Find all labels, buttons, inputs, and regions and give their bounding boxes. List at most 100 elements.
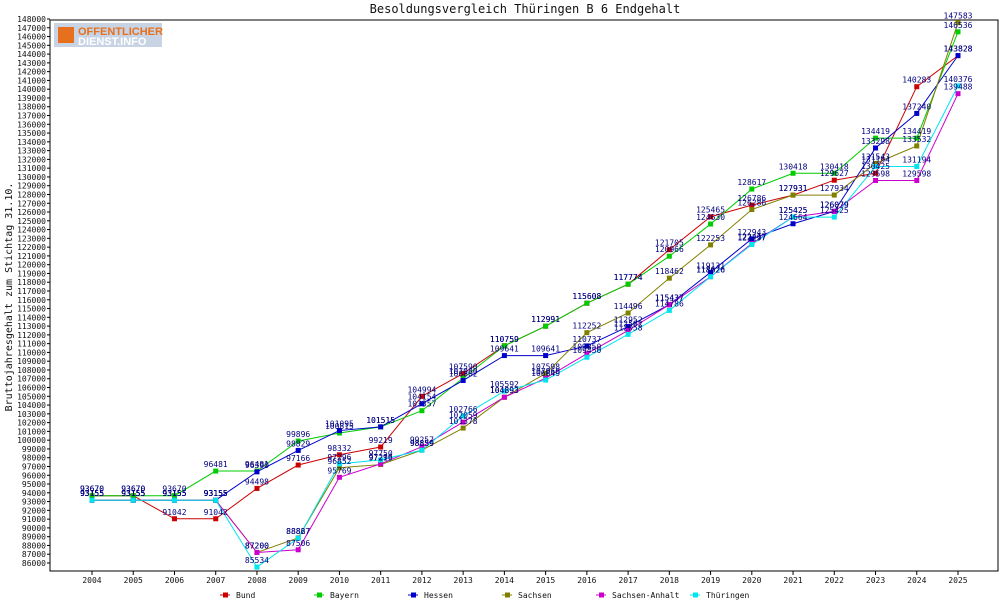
data-label: 97166 [286,454,310,463]
data-point [955,29,961,35]
legend-marker [223,592,228,598]
legend-marker [317,592,322,598]
data-point [708,242,714,248]
data-point [873,163,879,169]
x-tick-label: 2011 [371,576,390,585]
data-point [254,469,260,475]
chart-title: Besoldungsvergleich Thüringen B 6 Endgeh… [370,2,681,16]
y-tick-label: 140000 [17,85,46,94]
data-label: 93155 [121,489,145,498]
data-label: 91042 [162,508,186,517]
y-tick-label: 101000 [17,427,46,436]
data-label: 93670 [80,485,104,494]
data-label: 93155 [204,489,228,498]
data-label: 114496 [614,302,643,311]
legend-marker [411,592,416,598]
series-line [92,31,959,497]
data-label: 112252 [572,322,601,331]
data-label: 93155 [162,489,186,498]
data-point [419,444,425,450]
data-point [254,549,260,555]
y-tick-label: 99000 [22,445,46,454]
data-label: 97296 [369,453,393,462]
y-tick-label: 91000 [22,515,46,524]
y-tick-label: 138000 [17,103,46,112]
logo-text-line1: OFFENTLICHER [78,26,163,38]
data-point [336,428,342,434]
data-label: 127934 [820,184,849,193]
data-point [831,170,837,176]
data-label: 134419 [902,127,931,136]
data-point [790,170,796,176]
data-label: 143828 [944,45,973,54]
data-point [584,300,590,306]
data-label: 87506 [286,539,310,548]
data-label: 131194 [902,155,931,164]
logo: OFFENTLICHER DIENST.INFO [54,23,163,48]
y-tick-label: 107000 [17,375,46,384]
data-label: 107590 [449,363,478,372]
y-tick-label: 122000 [17,243,46,252]
data-point [584,343,590,349]
data-label: 87200 [245,541,269,550]
data-point [460,371,466,377]
data-point [749,202,755,208]
y-tick-label: 130000 [17,173,46,182]
series-line [92,22,959,554]
data-point [955,91,961,97]
data-point [666,302,672,308]
data-label: 104154 [407,393,436,402]
data-point [213,468,219,474]
y-tick-label: 148000 [17,15,46,24]
data-point [543,370,549,376]
y-tick-label: 127000 [17,199,46,208]
data-label: 104893 [490,386,519,395]
data-point [213,497,219,503]
data-label: 121705 [655,239,684,248]
y-tick-label: 112000 [17,331,46,340]
series-lines [92,22,959,568]
y-tick-label: 135000 [17,129,46,138]
data-label: 115437 [655,294,684,303]
legend-label: Hessen [424,591,453,600]
data-label: 96481 [245,460,269,469]
y-tick-label: 115000 [17,305,46,314]
y-tick-label: 113000 [17,322,46,331]
data-point [501,394,507,400]
data-label: 97750 [369,449,393,458]
data-label: 93155 [121,489,145,498]
data-label: 115608 [572,292,601,301]
data-point [501,343,507,349]
data-point [130,493,136,499]
data-point [378,444,384,450]
data-label: 93155 [121,489,145,498]
data-point [584,354,590,360]
y-tick-label: 136000 [17,120,46,129]
data-label: 137240 [902,102,931,111]
data-label: 104893 [490,386,519,395]
data-label: 98859 [410,439,434,448]
data-label: 112058 [614,323,643,332]
data-point [336,465,342,471]
y-tick-label: 96000 [22,471,46,480]
data-label: 120966 [655,245,684,254]
series-line [92,55,959,501]
y-tick-label: 141000 [17,76,46,85]
data-point [666,247,672,253]
y-tick-label: 128000 [17,190,46,199]
data-label: 115608 [572,292,601,301]
data-label: 101378 [449,417,478,426]
data-point [336,461,342,467]
data-point [955,20,961,26]
data-point [543,377,549,383]
legend-label: Thüringen [706,591,750,600]
data-point [336,474,342,480]
data-label: 101095 [325,420,354,429]
y-tick-label: 139000 [17,94,46,103]
data-label: 103357 [407,400,436,409]
data-point [873,160,879,166]
data-label: 93155 [204,489,228,498]
data-label: 125425 [820,206,849,215]
y-tick-label: 120000 [17,261,46,270]
